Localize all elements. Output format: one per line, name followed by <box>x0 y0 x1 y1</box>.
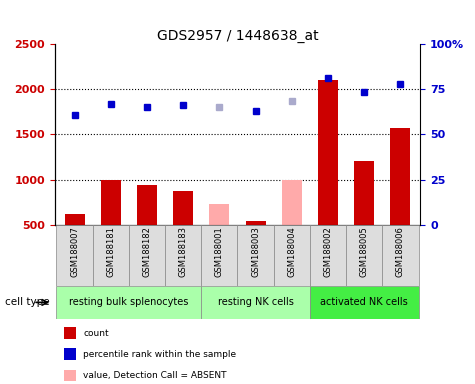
Bar <box>274 225 310 286</box>
Text: GSM188002: GSM188002 <box>323 227 332 277</box>
Title: GDS2957 / 1448638_at: GDS2957 / 1448638_at <box>157 29 318 43</box>
Bar <box>64 369 76 381</box>
Bar <box>354 162 374 225</box>
Bar <box>382 225 418 286</box>
Text: GSM188007: GSM188007 <box>70 227 79 277</box>
Bar <box>318 80 338 225</box>
Bar <box>310 286 418 319</box>
Bar <box>346 225 382 286</box>
Text: resting bulk splenocytes: resting bulk splenocytes <box>69 297 189 308</box>
Text: resting NK cells: resting NK cells <box>218 297 294 308</box>
Text: percentile rank within the sample: percentile rank within the sample <box>83 350 236 359</box>
Bar <box>390 128 410 225</box>
Bar <box>57 286 201 319</box>
Bar <box>65 214 85 225</box>
Text: cell type: cell type <box>5 297 49 308</box>
Bar <box>101 180 121 225</box>
Bar <box>246 221 266 225</box>
Bar <box>129 225 165 286</box>
Bar <box>238 225 274 286</box>
Bar <box>64 349 76 360</box>
Text: GSM188004: GSM188004 <box>287 227 296 277</box>
Text: GSM188003: GSM188003 <box>251 227 260 277</box>
Bar <box>282 180 302 225</box>
Bar <box>173 191 193 225</box>
Bar <box>57 225 93 286</box>
Text: value, Detection Call = ABSENT: value, Detection Call = ABSENT <box>83 371 227 380</box>
Text: GSM188006: GSM188006 <box>396 227 405 277</box>
Text: GSM188182: GSM188182 <box>142 227 152 277</box>
Bar <box>93 225 129 286</box>
Bar <box>165 225 201 286</box>
Text: count: count <box>83 329 109 338</box>
Bar <box>310 225 346 286</box>
Text: activated NK cells: activated NK cells <box>320 297 408 308</box>
Text: GSM188001: GSM188001 <box>215 227 224 277</box>
Bar <box>201 225 238 286</box>
Text: GSM188181: GSM188181 <box>106 227 115 277</box>
Bar <box>209 204 229 225</box>
Text: GSM188005: GSM188005 <box>360 227 369 277</box>
Bar <box>201 286 310 319</box>
Text: GSM188183: GSM188183 <box>179 227 188 278</box>
Bar <box>64 327 76 339</box>
Bar <box>137 185 157 225</box>
